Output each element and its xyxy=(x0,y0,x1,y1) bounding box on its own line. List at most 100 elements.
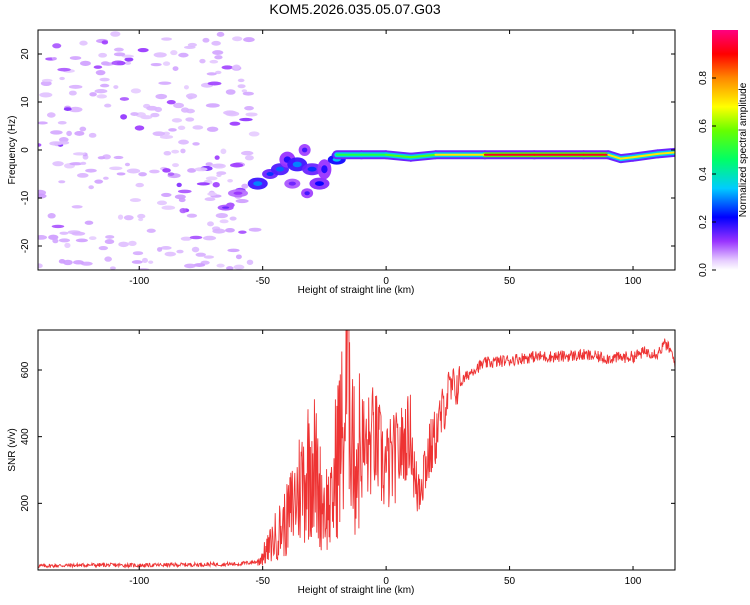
noise-speck-188 xyxy=(177,189,192,194)
noise-speck-52 xyxy=(220,148,227,155)
noise-speck-26 xyxy=(109,266,116,270)
noise-speck-41 xyxy=(75,238,88,243)
noise-speck-81 xyxy=(238,230,247,234)
noise-speck-219 xyxy=(101,40,109,45)
noise-speck-4 xyxy=(94,179,104,184)
noise-speck-130 xyxy=(138,217,144,222)
noise-speck-117 xyxy=(141,257,148,264)
snr-panel: -100 -50 0 50 100 200 400 600 Height of straig… xyxy=(7,329,676,596)
noise-speck-55 xyxy=(180,148,186,154)
noise-speck-53 xyxy=(206,126,219,132)
ridge-core-8 xyxy=(607,153,622,160)
noise-speck-247 xyxy=(113,47,124,52)
noise-speck-70 xyxy=(199,58,206,64)
noise-speck-36 xyxy=(246,259,254,265)
noise-speck-243 xyxy=(154,106,163,113)
noise-speck-212 xyxy=(135,182,144,188)
spec-xtick-label-0: -100 xyxy=(129,276,149,287)
noise-speck-220 xyxy=(129,198,142,203)
noise-speck-2 xyxy=(207,221,214,227)
noise-speck-89 xyxy=(172,66,179,71)
noise-speck-97 xyxy=(38,193,47,199)
noise-speck-151 xyxy=(203,255,215,259)
noise-speck-103 xyxy=(146,228,156,233)
spec-ytick-label-4: 20 xyxy=(20,48,31,60)
noise-speck-193 xyxy=(38,121,48,125)
noise-speck-39 xyxy=(157,247,163,252)
transition-core-6 xyxy=(307,166,317,172)
noise-speck-68 xyxy=(98,245,109,251)
noise-speck-80 xyxy=(206,72,217,76)
noise-speck-34 xyxy=(161,192,172,197)
snr-ytick-label-1: 400 xyxy=(20,428,31,445)
noise-speck-140 xyxy=(237,78,245,83)
noise-speck-128 xyxy=(155,93,168,100)
noise-speck-3 xyxy=(221,65,234,70)
noise-speck-113 xyxy=(192,125,204,130)
noise-speck-87 xyxy=(171,149,180,154)
noise-speck-224 xyxy=(57,67,71,72)
colorbar-tick-label-1: 0.2 xyxy=(698,215,709,229)
noise-speck-153 xyxy=(187,42,197,47)
colorbar-tick-label-4: 0.8 xyxy=(698,71,709,85)
noise-speck-217 xyxy=(191,246,200,253)
noise-speck-56 xyxy=(59,231,69,235)
noise-speck-152 xyxy=(156,200,168,206)
transition-core-2 xyxy=(275,166,285,172)
noise-speck-185 xyxy=(138,172,147,177)
ridge-core-9 xyxy=(619,156,635,160)
noise-speck-172 xyxy=(187,168,197,173)
noise-speck-175 xyxy=(38,143,42,147)
noise-speck-110 xyxy=(225,89,236,95)
noise-speck-256 xyxy=(64,242,71,248)
noise-speck-17 xyxy=(52,43,62,49)
noise-speck-105 xyxy=(195,252,206,257)
snr-y-label: SNR (v/v) xyxy=(7,428,18,471)
spec-ytick-label-2: 0 xyxy=(20,147,31,153)
ridge-core-10 xyxy=(632,152,659,159)
snr-marks xyxy=(38,330,675,569)
noise-speck-250 xyxy=(68,84,83,89)
noise-speck-127 xyxy=(189,235,203,240)
ridge-core-3 xyxy=(409,153,437,159)
figure-title: KOM5.2026.035.05.07.G03 xyxy=(269,1,440,17)
noise-speck-148 xyxy=(51,56,57,61)
noise-speck-213 xyxy=(72,152,86,156)
noise-speck-232 xyxy=(180,107,190,113)
noise-speck-150 xyxy=(243,37,255,43)
noise-speck-86 xyxy=(99,77,110,82)
noise-speck-241 xyxy=(212,50,224,55)
noise-speck-162 xyxy=(214,155,220,160)
noise-speck-182 xyxy=(96,94,108,99)
noise-speck-211 xyxy=(124,162,131,167)
noise-speck-235 xyxy=(248,131,260,137)
noise-speck-118 xyxy=(93,65,103,69)
noise-speck-180 xyxy=(94,88,108,94)
noise-speck-79 xyxy=(161,205,176,210)
noise-speck-165 xyxy=(159,134,174,139)
noise-speck-215 xyxy=(62,259,73,266)
transition-core-8 xyxy=(321,165,328,174)
noise-speck-201 xyxy=(211,40,221,46)
noise-speck-167 xyxy=(152,131,165,136)
noise-speck-6 xyxy=(244,155,254,161)
noise-speck-196 xyxy=(71,205,83,209)
spectrogram-x-label: Height of straight line (km) xyxy=(298,285,415,296)
noise-speck-65 xyxy=(103,176,109,180)
noise-speck-184 xyxy=(130,112,139,116)
noise-speck-163 xyxy=(232,64,241,70)
noise-speck-20 xyxy=(162,61,171,66)
snr-x-label: Height of straight line (km) xyxy=(298,585,415,596)
colorbar-tick-label-3: 0.6 xyxy=(698,119,709,133)
colorbar-tick-label-2: 0.4 xyxy=(698,167,709,181)
noise-speck-9 xyxy=(116,172,126,176)
snr-ytick-label-2: 600 xyxy=(20,361,31,378)
noise-speck-236 xyxy=(111,60,125,66)
noise-speck-40 xyxy=(95,69,106,76)
noise-speck-50 xyxy=(244,105,254,111)
noise-speck-200 xyxy=(164,251,177,257)
noise-speck-66 xyxy=(227,248,240,253)
noise-speck-173 xyxy=(179,208,187,214)
noise-speck-11 xyxy=(123,215,134,221)
